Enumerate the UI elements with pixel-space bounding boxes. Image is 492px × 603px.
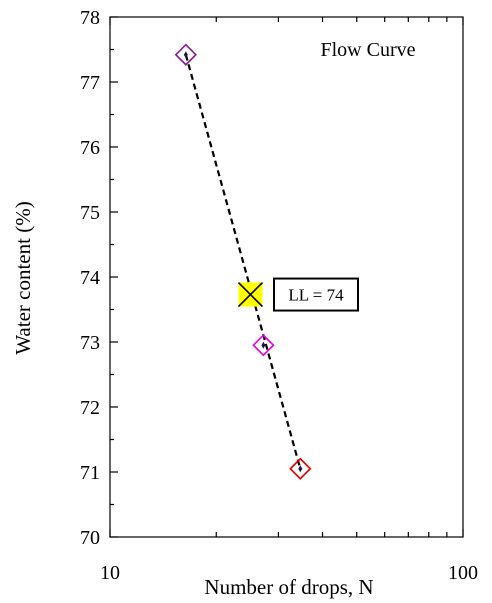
y-tick-label: 74	[80, 267, 100, 289]
y-tick-label: 77	[80, 72, 100, 94]
y-axis-tick-labels: 70 71 72 73 74 75 76 77 78	[80, 7, 100, 549]
liquid-limit-box	[273, 277, 359, 312]
plot-area	[109, 16, 464, 538]
data-point-diamond	[174, 43, 197, 66]
data-point-center	[183, 51, 188, 59]
x-axis-title: Number of drops, N	[204, 575, 373, 599]
data-point-center	[261, 341, 266, 349]
y-tick-label: 75	[80, 202, 100, 224]
data-point-diamond	[289, 457, 312, 480]
y-tick-label: 78	[80, 7, 100, 29]
data-point-diamond	[252, 334, 275, 357]
y-axis-ticks	[110, 16, 118, 538]
liquid-limit-label: LL = 74	[288, 286, 344, 305]
liquid-limit-marker	[237, 281, 264, 308]
x-axis-tick-labels: 10 100	[100, 562, 478, 584]
x-tick-label: 100	[448, 562, 478, 584]
y-tick-label: 70	[80, 527, 100, 549]
x-tick-label: 10	[100, 562, 120, 584]
x-axis-ticks	[109, 17, 464, 537]
y-tick-label: 76	[80, 137, 100, 159]
y-tick-label: 73	[80, 332, 100, 354]
trend-line	[184, 54, 302, 470]
y-tick-label: 71	[80, 462, 100, 484]
data-point-center	[298, 465, 303, 473]
data-points	[174, 43, 312, 480]
y-tick-label: 72	[80, 397, 100, 419]
flow-curve-annotation: Flow Curve	[321, 39, 416, 61]
liquid-limit-callout: LL = 74	[273, 277, 359, 312]
y-axis-title: Water content (%)	[11, 201, 35, 354]
liquid-limit-cross	[237, 281, 264, 308]
